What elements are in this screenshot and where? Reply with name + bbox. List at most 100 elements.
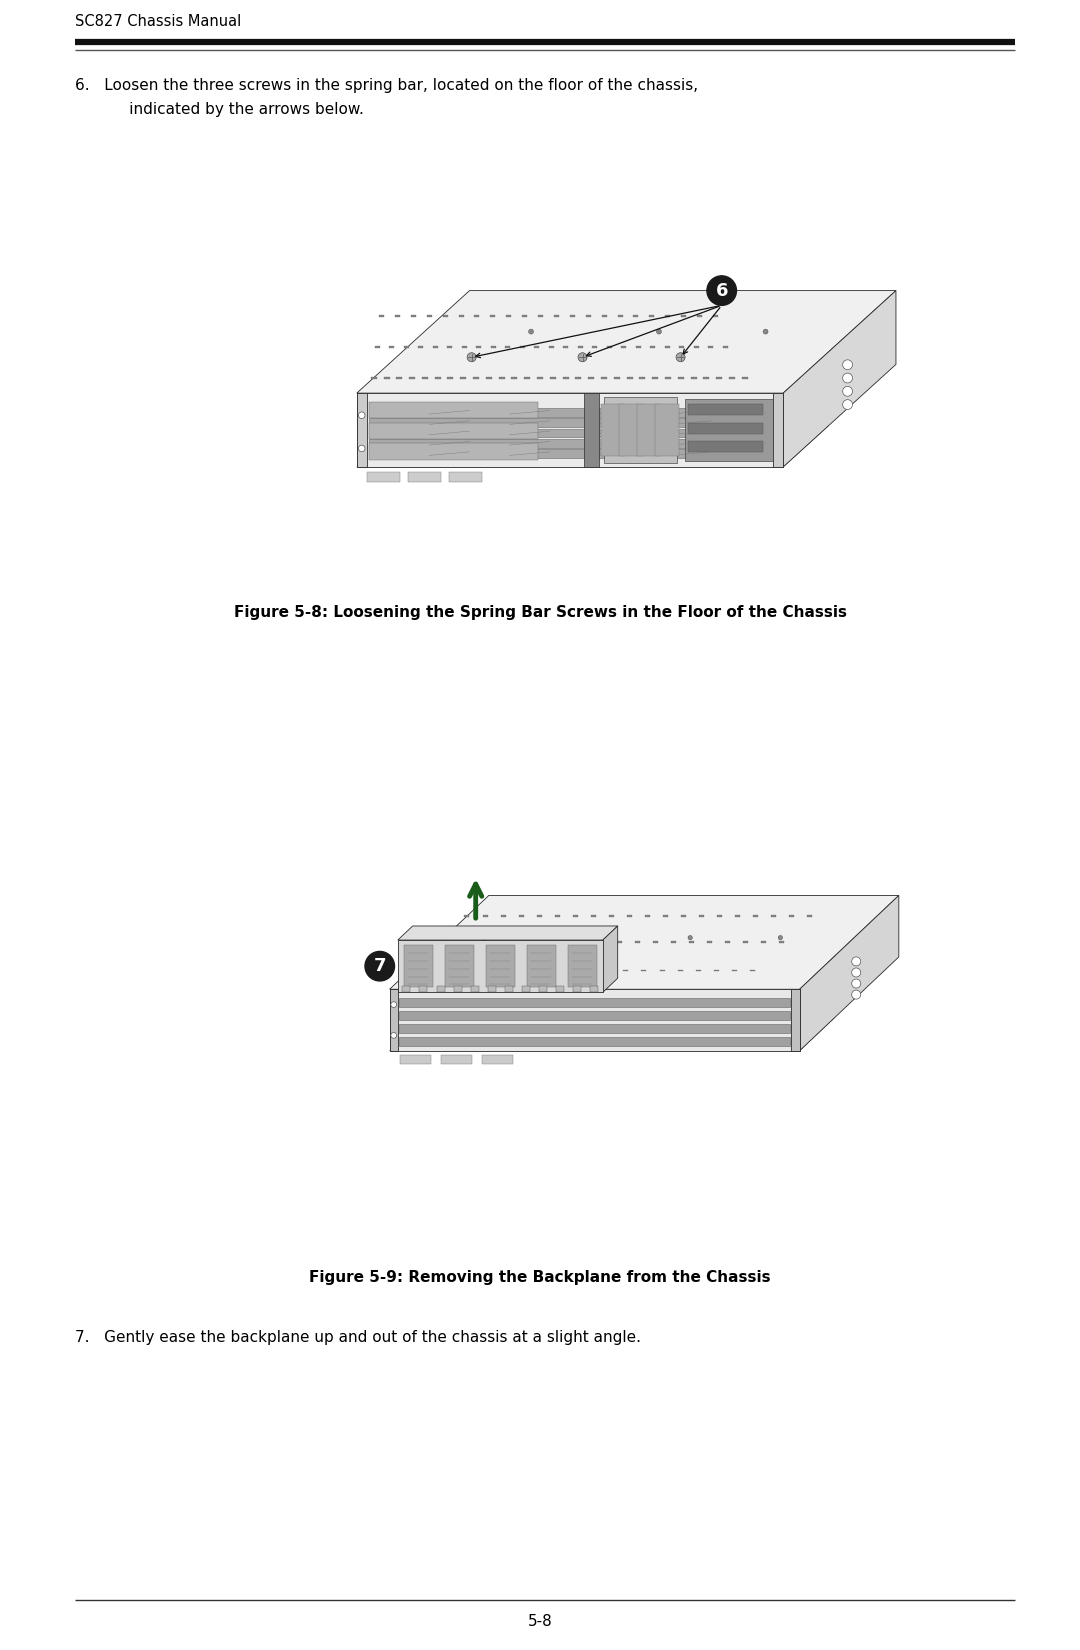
Bar [573,987,581,992]
Bar [500,916,505,917]
Polygon shape [685,399,773,460]
Bar [639,376,646,380]
Bar [664,346,670,348]
Bar [368,403,539,417]
Bar [436,987,445,992]
Bar [375,346,379,348]
Bar [633,315,638,317]
Bar [556,987,564,992]
Circle shape [528,328,534,333]
Bar [688,422,764,434]
Bar [497,970,502,972]
Bar [656,404,679,455]
Bar [572,916,578,917]
Bar [443,315,448,317]
Bar [443,970,448,972]
Bar [618,315,622,317]
Circle shape [359,412,365,419]
Bar [490,315,496,317]
Bar [569,970,575,972]
Circle shape [578,353,588,361]
Polygon shape [356,393,783,467]
Circle shape [565,936,569,940]
Bar [665,315,671,317]
Bar [370,376,377,380]
Bar [761,942,767,944]
Bar [600,404,625,455]
Polygon shape [399,1038,791,1046]
Bar [780,942,784,944]
Bar [697,315,702,317]
Polygon shape [399,1025,791,1033]
Bar [545,942,550,944]
Bar [563,942,568,944]
Bar [486,945,515,987]
Text: 5-8: 5-8 [528,1614,552,1630]
Text: Figure 5-9: Removing the Backplane from the Chassis: Figure 5-9: Removing the Backplane from … [309,1270,771,1285]
Bar [652,376,658,380]
Polygon shape [368,417,771,427]
Bar [403,987,410,992]
Bar [461,346,467,348]
Bar [729,376,734,380]
Bar [635,346,640,348]
Bar [699,916,704,917]
Bar [623,970,629,972]
Bar [588,970,592,972]
Bar [368,444,539,459]
Bar [518,916,524,917]
Polygon shape [356,290,896,393]
Bar [474,315,480,317]
Polygon shape [783,290,896,467]
Circle shape [842,373,852,383]
Bar [460,376,467,380]
Bar [693,346,699,348]
Bar [563,346,568,348]
Bar [708,346,713,348]
Bar [585,315,591,317]
Polygon shape [368,408,771,417]
Bar [696,970,701,972]
Bar [716,376,723,380]
Bar [581,942,586,944]
Bar [592,346,597,348]
Bar [672,942,676,944]
Bar [427,315,432,317]
Bar [539,987,546,992]
Polygon shape [604,396,676,464]
Bar [534,970,538,972]
Circle shape [852,957,861,965]
Bar [461,970,467,972]
Bar [538,315,543,317]
Bar [476,346,481,348]
Bar [404,346,408,348]
Bar [619,404,643,455]
Circle shape [359,446,365,452]
Bar [473,942,477,944]
Bar [488,987,496,992]
Bar [621,346,626,348]
Polygon shape [390,1018,835,1051]
Circle shape [657,328,661,333]
Bar [447,346,453,348]
Bar [434,376,441,380]
Bar [576,376,581,380]
Bar [600,376,607,380]
Circle shape [852,969,861,977]
Bar [679,346,684,348]
Bar [609,916,613,917]
Bar [731,970,737,972]
Bar [663,916,667,917]
Bar [570,315,575,317]
Polygon shape [584,393,598,467]
Bar [509,942,514,944]
Bar [522,987,530,992]
Bar [726,942,730,944]
Circle shape [842,360,852,370]
Polygon shape [773,393,783,467]
Bar [433,346,437,348]
Text: 7: 7 [374,957,386,975]
Bar [505,346,510,348]
Bar [535,346,539,348]
Polygon shape [792,990,799,1051]
